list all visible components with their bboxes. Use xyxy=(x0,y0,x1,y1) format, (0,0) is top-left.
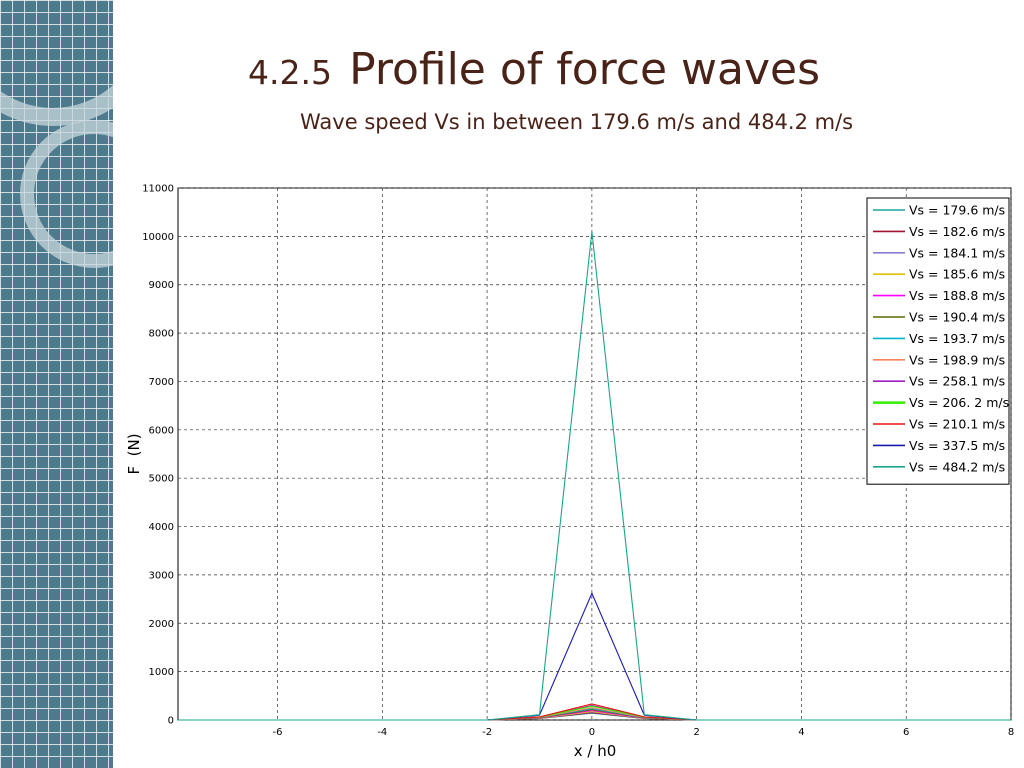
force-profile-chart: 0 1000 2000 3000 4000 5000 6000 7000 8000 9000 100… xyxy=(125,184,1014,761)
decorative-side-panel xyxy=(0,0,113,768)
legend-box xyxy=(866,197,1010,485)
legend-label: Vs = 190.4 m/s xyxy=(909,310,1005,325)
slide-subtitle: Wave speed Vs in between 179.6 m/s and 4… xyxy=(300,110,854,134)
decorative-ring-bottom xyxy=(20,120,113,268)
y-tick-label: 2000 xyxy=(149,619,174,630)
x-tick-label: 4 xyxy=(798,727,804,738)
legend-label: Vs = 182.6 m/s xyxy=(909,224,1005,239)
legend-label: Vs = 179.6 m/s xyxy=(909,203,1005,218)
x-tick-label: -6 xyxy=(273,727,283,738)
y-tick-label: 3000 xyxy=(149,570,174,581)
y-tick-label: 11000 xyxy=(142,184,174,195)
legend-label: Vs = 185.6 m/s xyxy=(909,267,1005,282)
legend-label: Vs = 198.9 m/s xyxy=(909,352,1005,367)
legend-label: Vs = 184.1 m/s xyxy=(909,245,1005,260)
series-lines xyxy=(178,231,1011,721)
legend-label: Vs = 188.8 m/s xyxy=(909,288,1005,303)
x-tick-label: 8 xyxy=(1008,727,1014,738)
title-text: Profile of force waves xyxy=(349,44,821,95)
x-tick-label: -4 xyxy=(377,727,387,738)
axis-ticks: 0 1000 2000 3000 4000 5000 6000 7000 8000 9000 100… xyxy=(142,184,1014,739)
slide-title: 4.2.5 Profile of force waves xyxy=(248,44,820,95)
y-tick-label: 1000 xyxy=(149,667,174,678)
x-tick-label: 2 xyxy=(693,727,699,738)
y-tick-label: 5000 xyxy=(149,474,174,485)
y-tick-label: 0 xyxy=(168,716,174,727)
y-tick-label: 4000 xyxy=(149,522,174,533)
x-tick-label: 6 xyxy=(903,727,909,738)
y-tick-label: 9000 xyxy=(149,280,174,291)
x-tick-label: -2 xyxy=(482,727,492,738)
legend-label: Vs = 258.1 m/s xyxy=(909,374,1005,389)
section-number: 4.2.5 xyxy=(248,53,332,92)
legend-label: Vs = 337.5 m/s xyxy=(909,438,1005,453)
series-line xyxy=(178,231,1011,721)
x-tick-label: 0 xyxy=(589,727,595,738)
y-tick-label: 10000 xyxy=(142,232,174,243)
y-tick-label: 8000 xyxy=(149,329,174,340)
decorative-ring-top xyxy=(0,0,113,126)
x-axis-label: x / h0 xyxy=(574,742,617,760)
y-tick-label: 6000 xyxy=(149,425,174,436)
y-tick-label: 7000 xyxy=(149,377,174,388)
legend-label: Vs = 193.7 m/s xyxy=(909,331,1005,346)
legend-label: Vs = 210.1 m/s xyxy=(909,417,1005,432)
y-axis-label: F (N) xyxy=(125,433,143,474)
legend-label: Vs = 484.2 m/s xyxy=(909,459,1005,474)
legend: Vs = 179.6 m/s Vs = 182.6 m/s Vs = 184.1 m… xyxy=(866,197,1010,485)
legend-label: Vs = 206. 2 m/s xyxy=(909,395,1009,410)
